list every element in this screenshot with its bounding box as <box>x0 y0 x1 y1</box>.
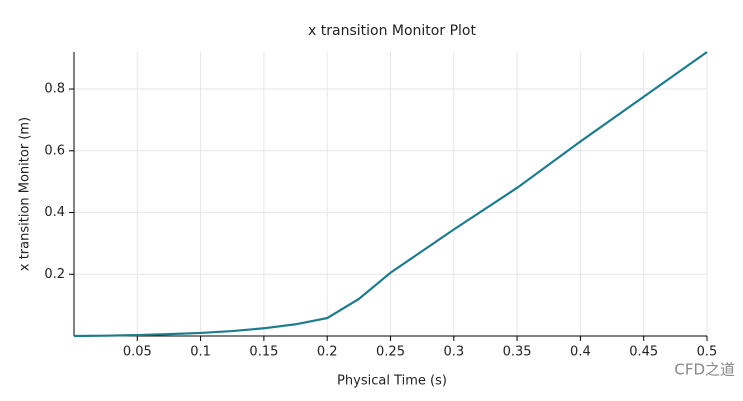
x-tick-label: 0.5 <box>697 345 718 360</box>
x-axis-label: Physical Time (s) <box>337 374 447 389</box>
y-tick-label: 0.2 <box>44 267 65 282</box>
x-tick-label: 0.2 <box>317 345 338 360</box>
x-tick-label: 0.3 <box>443 345 464 360</box>
x-tick-label: 0.05 <box>123 345 152 360</box>
watermark: CFD之道 <box>674 361 735 379</box>
y-tick-label: 0.4 <box>44 205 65 220</box>
chart-title: x transition Monitor Plot <box>308 23 476 39</box>
data-line <box>73 51 708 338</box>
x-tick-label: 0.35 <box>503 345 532 360</box>
x-tick-label: 0.45 <box>629 345 658 360</box>
y-axis-label: x transition Monitor (m) <box>18 117 33 271</box>
x-tick-label: 0.1 <box>190 345 211 360</box>
y-tick-label: 0.6 <box>44 143 65 158</box>
x-tick-label: 0.15 <box>249 345 278 360</box>
x-tick-label: 0.25 <box>376 345 405 360</box>
x-tick-label: 0.4 <box>570 345 591 360</box>
y-tick-label: 0.8 <box>44 82 65 97</box>
